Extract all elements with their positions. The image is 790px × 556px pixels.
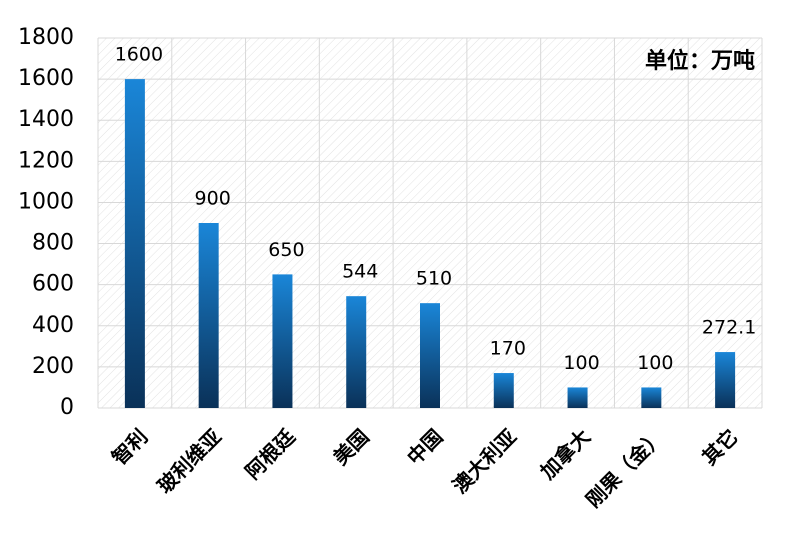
bar bbox=[198, 223, 219, 408]
x-tick-label: 澳大利亚 bbox=[448, 424, 522, 498]
x-tick-label: 加拿大 bbox=[535, 424, 595, 484]
bar bbox=[567, 387, 588, 408]
value-label: 170 bbox=[490, 338, 526, 360]
x-tick-label: 中国 bbox=[402, 424, 447, 469]
bar bbox=[641, 387, 662, 408]
y-tick-label: 1400 bbox=[18, 107, 74, 132]
y-tick-label: 1600 bbox=[18, 66, 74, 91]
value-label: 510 bbox=[416, 268, 452, 290]
x-tick-label: 刚果（金） bbox=[581, 424, 669, 512]
y-tick-label: 800 bbox=[32, 231, 74, 256]
bar bbox=[272, 274, 293, 408]
y-tick-label: 1200 bbox=[18, 148, 74, 173]
y-tick-label: 400 bbox=[32, 313, 74, 338]
y-tick-label: 0 bbox=[60, 395, 74, 420]
value-label: 544 bbox=[342, 261, 378, 283]
bar bbox=[420, 303, 440, 408]
x-tick-label: 美国 bbox=[328, 424, 373, 469]
x-tick-label: 其它 bbox=[697, 424, 742, 469]
y-tick-label: 600 bbox=[32, 272, 74, 297]
value-label: 100 bbox=[563, 352, 599, 374]
bar bbox=[493, 373, 514, 408]
y-tick-label: 1000 bbox=[18, 189, 74, 214]
value-label: 272.1 bbox=[702, 317, 756, 339]
bar bbox=[346, 296, 367, 408]
value-label: 650 bbox=[268, 239, 304, 261]
x-tick-label: 玻利维亚 bbox=[153, 424, 227, 498]
bar bbox=[124, 79, 145, 408]
x-tick-label: 智利 bbox=[107, 424, 152, 469]
y-tick-label: 200 bbox=[32, 354, 74, 379]
value-label: 1600 bbox=[115, 44, 163, 66]
value-label: 100 bbox=[637, 352, 673, 374]
bar bbox=[715, 352, 736, 408]
unit-annotation: 单位：万吨 bbox=[645, 48, 755, 74]
x-tick-label: 阿根廷 bbox=[240, 424, 300, 484]
y-tick-label: 1800 bbox=[18, 25, 74, 50]
value-label: 900 bbox=[195, 188, 231, 210]
